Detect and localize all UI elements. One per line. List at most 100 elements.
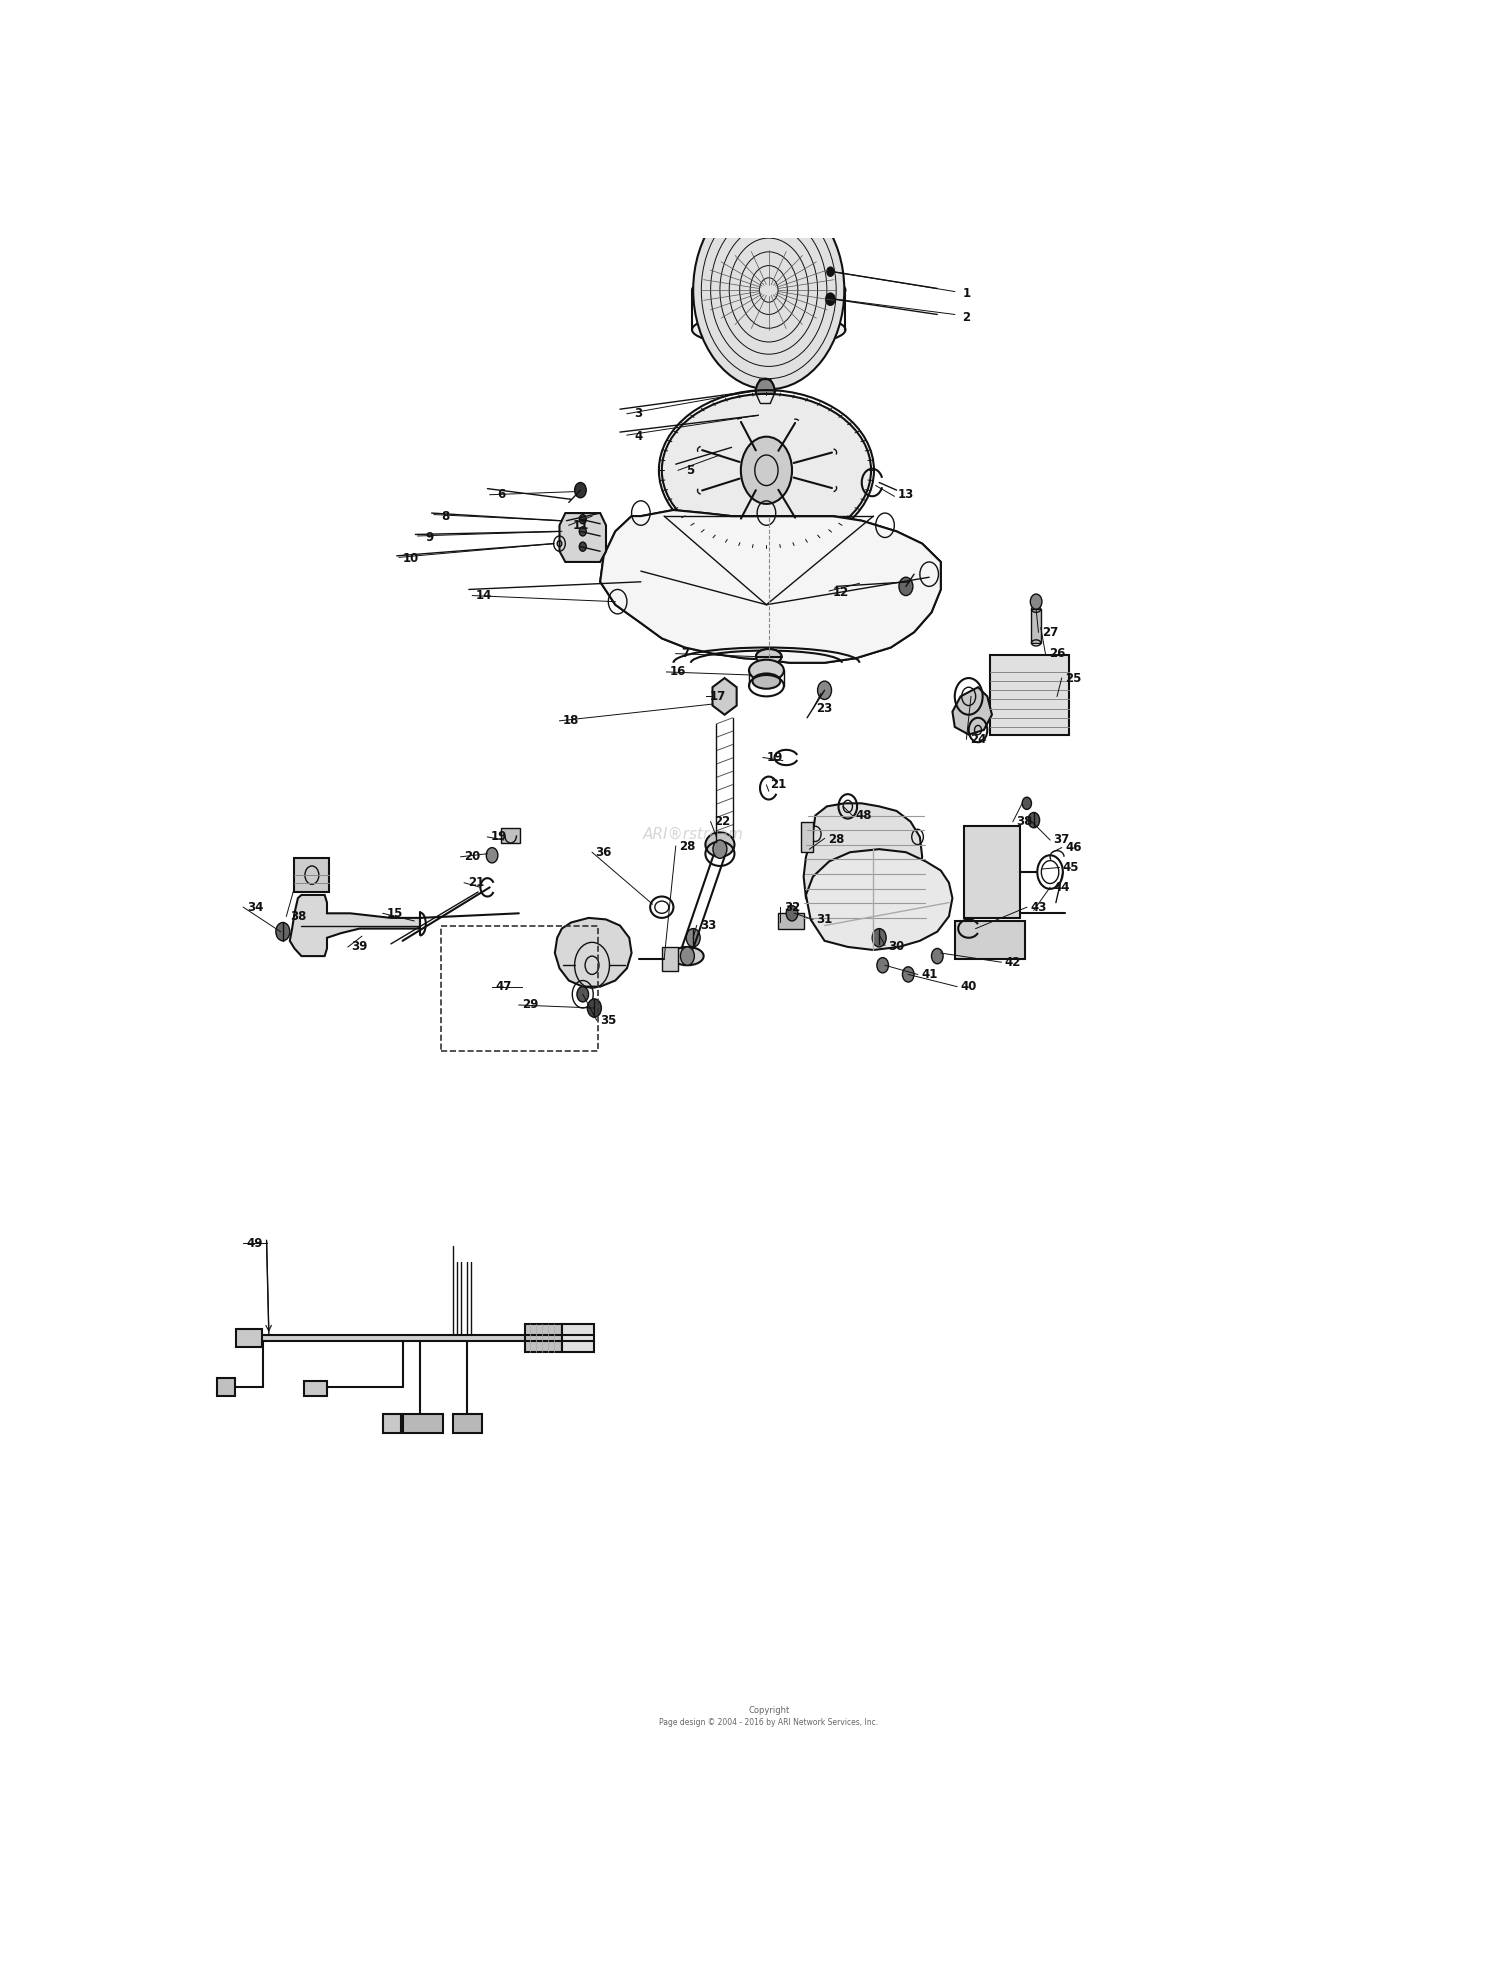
Bar: [1032, 609, 1041, 643]
Text: 25: 25: [1065, 671, 1082, 684]
Text: 36: 36: [596, 845, 612, 859]
Ellipse shape: [753, 673, 780, 688]
Text: 21: 21: [770, 778, 786, 792]
Circle shape: [1030, 593, 1042, 609]
Bar: [294, 859, 330, 893]
Text: 3: 3: [634, 407, 642, 421]
Circle shape: [1022, 798, 1032, 809]
Circle shape: [579, 528, 586, 536]
Text: 33: 33: [700, 919, 717, 932]
Text: 34: 34: [246, 901, 262, 915]
Circle shape: [825, 294, 836, 306]
Circle shape: [588, 998, 602, 1018]
Circle shape: [1028, 813, 1039, 827]
Text: 21: 21: [468, 877, 484, 889]
Circle shape: [712, 839, 728, 859]
Text: 4: 4: [634, 431, 642, 442]
Text: 47: 47: [495, 980, 512, 994]
Circle shape: [818, 681, 831, 700]
Text: ARI®rstream: ARI®rstream: [642, 827, 744, 841]
Bar: [964, 825, 1020, 919]
Text: 26: 26: [1048, 647, 1065, 661]
Polygon shape: [555, 919, 632, 986]
Text: 27: 27: [1042, 625, 1058, 639]
Circle shape: [903, 966, 914, 982]
Circle shape: [827, 268, 834, 276]
Bar: [990, 655, 1068, 734]
Text: 10: 10: [402, 552, 418, 565]
Polygon shape: [712, 679, 736, 714]
Text: 30: 30: [888, 940, 904, 954]
Bar: [402, 1415, 444, 1432]
Text: 38: 38: [290, 911, 306, 923]
Text: 44: 44: [1053, 881, 1070, 895]
Text: 19: 19: [766, 752, 783, 764]
Text: 43: 43: [1030, 901, 1047, 915]
Polygon shape: [804, 804, 922, 925]
Text: 28: 28: [828, 833, 844, 847]
Text: 9: 9: [424, 532, 433, 544]
Text: 46: 46: [1065, 841, 1082, 855]
Bar: [954, 921, 1024, 958]
Text: 41: 41: [921, 968, 938, 980]
Text: 29: 29: [522, 998, 538, 1012]
Text: 20: 20: [464, 851, 480, 863]
Circle shape: [786, 905, 798, 921]
Bar: [501, 827, 520, 843]
Polygon shape: [600, 510, 940, 663]
Ellipse shape: [756, 649, 782, 665]
Text: 2: 2: [963, 311, 970, 323]
Text: 5: 5: [686, 464, 694, 476]
Text: 24: 24: [970, 732, 986, 746]
Bar: [525, 1323, 562, 1351]
Text: 16: 16: [670, 665, 687, 679]
Text: 40: 40: [960, 980, 976, 994]
Circle shape: [878, 958, 888, 972]
Circle shape: [579, 542, 586, 552]
Ellipse shape: [692, 274, 846, 308]
Ellipse shape: [748, 661, 784, 681]
Text: 11: 11: [573, 518, 588, 532]
Text: 39: 39: [351, 940, 368, 954]
Text: 18: 18: [562, 714, 579, 728]
Text: 8: 8: [441, 510, 450, 522]
Text: 14: 14: [476, 589, 492, 601]
Bar: [237, 1329, 262, 1347]
Ellipse shape: [705, 833, 735, 857]
Text: 15: 15: [386, 907, 402, 921]
Circle shape: [681, 946, 694, 966]
Text: 13: 13: [898, 488, 914, 502]
Bar: [801, 821, 813, 853]
Text: 19: 19: [490, 831, 507, 843]
Circle shape: [932, 948, 944, 964]
Text: 12: 12: [833, 585, 849, 599]
Circle shape: [898, 577, 914, 595]
Circle shape: [486, 847, 498, 863]
Text: 22: 22: [714, 815, 730, 827]
Circle shape: [871, 929, 886, 946]
Bar: [303, 1381, 327, 1397]
Circle shape: [574, 482, 586, 498]
Ellipse shape: [670, 946, 704, 966]
Bar: [562, 1323, 594, 1351]
Text: 7: 7: [681, 647, 688, 661]
Bar: [662, 946, 678, 972]
Text: 35: 35: [600, 1014, 616, 1028]
Circle shape: [693, 190, 844, 389]
Circle shape: [276, 923, 290, 940]
Text: 1: 1: [963, 286, 970, 300]
Circle shape: [578, 986, 588, 1002]
Polygon shape: [806, 849, 952, 950]
Bar: [262, 1335, 594, 1341]
Text: 38: 38: [1017, 815, 1032, 827]
Circle shape: [686, 929, 700, 946]
Text: 28: 28: [680, 839, 696, 853]
Bar: [453, 1415, 482, 1432]
Text: 45: 45: [1062, 861, 1080, 875]
Circle shape: [741, 436, 792, 504]
Text: 49: 49: [246, 1236, 262, 1250]
Bar: [382, 1415, 402, 1432]
Ellipse shape: [662, 395, 872, 548]
Text: 6: 6: [496, 488, 506, 502]
Text: 17: 17: [710, 690, 726, 702]
